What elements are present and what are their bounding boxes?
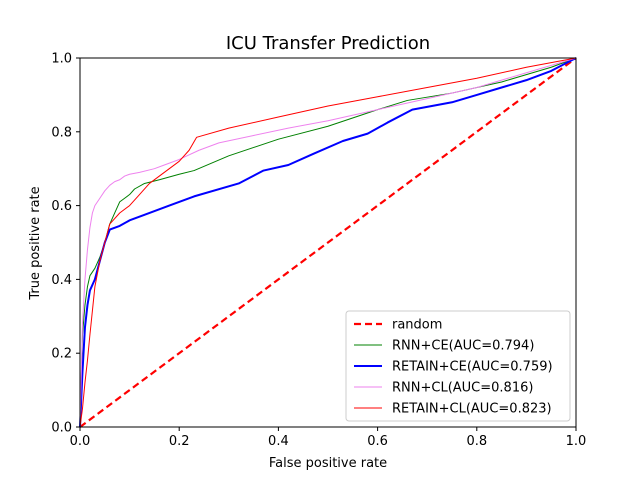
x-tick-label: 0.6 — [367, 434, 388, 449]
y-tick-label: 0.6 — [51, 199, 72, 214]
x-axis: 0.0 0.2 0.4 0.6 0.8 1.0 — [70, 427, 587, 449]
x-tick-label: 0.4 — [268, 434, 289, 449]
x-tick-label: 0.2 — [169, 434, 190, 449]
y-tick-label: 0.8 — [51, 125, 72, 140]
y-tick-label: 0.4 — [51, 273, 72, 288]
legend-label-rnn-cl-auc-0-816: RNN+CL(AUC=0.816) — [392, 381, 533, 396]
legend-label-retain-ce-auc-0-759: RETAIN+CE(AUC=0.759) — [392, 360, 553, 375]
legend-box — [345, 310, 571, 422]
legend: random RNN+CE(AUC=0.794) RETAIN+CE(AUC=0.7… — [345, 310, 571, 422]
series-line-random — [79, 57, 577, 428]
series-line-rnn-cl-auc-0-816 — [79, 57, 577, 428]
legend-label-retain-cl-auc-0-823: RETAIN+CL(AUC=0.823) — [392, 402, 552, 417]
y-axis-label: True positive rate — [28, 186, 43, 300]
y-tick-label: 0.0 — [51, 421, 72, 436]
series-line-retain-ce-auc-0-759 — [79, 57, 577, 428]
legend-label-random: random — [392, 318, 442, 333]
x-axis-label: False positive rate — [269, 456, 387, 471]
x-tick-label: 0.0 — [70, 434, 91, 449]
x-tick-label: 0.8 — [466, 434, 487, 449]
series-line-rnn-ce-auc-0-794 — [79, 57, 577, 428]
chart-title: ICU Transfer Prediction — [226, 33, 430, 54]
y-tick-label: 0.2 — [51, 347, 72, 362]
curves-layer — [79, 57, 577, 428]
y-axis: 0.0 0.2 0.4 0.6 0.8 1.0 — [51, 52, 80, 436]
series-line-retain-cl-auc-0-823 — [79, 57, 577, 428]
y-tick-label: 1.0 — [51, 52, 72, 67]
plot-frame — [79, 57, 577, 428]
legend-label-rnn-ce-auc-0-794: RNN+CE(AUC=0.794) — [392, 339, 534, 354]
x-tick-label: 1.0 — [566, 434, 587, 449]
